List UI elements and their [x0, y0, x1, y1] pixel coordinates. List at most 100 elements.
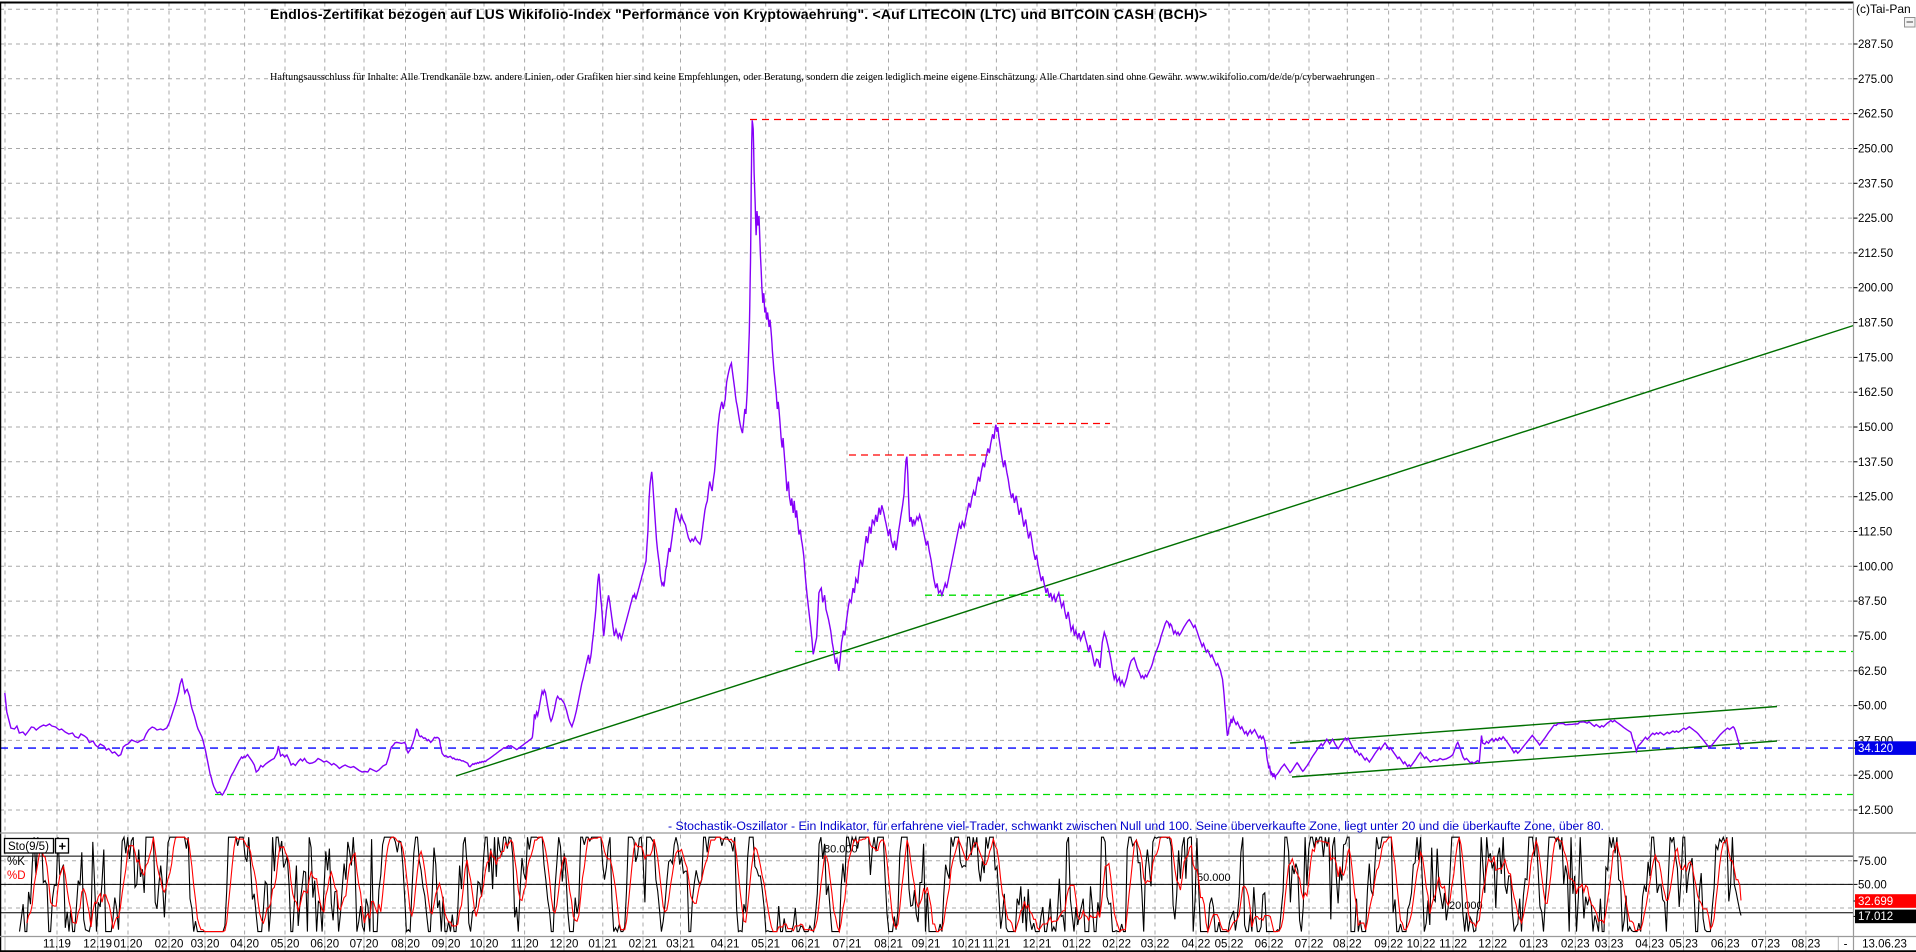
month-label: 01.23: [1519, 939, 1548, 951]
month-label: 01.22: [1062, 939, 1091, 951]
trend-line-green: [1291, 740, 1778, 778]
value-box: [1855, 894, 1916, 908]
annotation-lines: [0, 118, 1854, 796]
month-label: 06.20: [310, 939, 339, 951]
chart-title: Endlos-Zertifikat bezogen auf LUS Wikifo…: [270, 6, 1208, 22]
month-label: 06.22: [1255, 939, 1284, 951]
value-box: [1855, 741, 1916, 755]
price-axis-label: 200.00: [1858, 283, 1893, 295]
month-label: 07.21: [833, 939, 862, 951]
month-label: 05.22: [1215, 939, 1244, 951]
month-label: 06.21: [791, 939, 820, 951]
month-label: 09.21: [912, 939, 941, 951]
disclaimer-text: Haftungsausschluss für Inhalte: Alle Tre…: [270, 71, 1375, 83]
price-axis-label: 162.50: [1858, 387, 1893, 399]
add-indicator-button[interactable]: [54, 837, 70, 854]
month-label: 01.21: [588, 939, 617, 951]
month-label: 07.22: [1295, 939, 1324, 951]
month-label: 04.21: [711, 939, 740, 951]
month-label: 12.22: [1478, 939, 1507, 951]
month-label: 09.20: [432, 939, 461, 951]
price-axis-label: 50.00: [1858, 701, 1887, 713]
price-axis-label: 100.00: [1858, 561, 1893, 573]
trend-line-green: [1289, 705, 1778, 744]
month-label: 08.21: [874, 939, 903, 951]
price-line: [4, 120, 1742, 797]
month-label: 10.22: [1407, 939, 1436, 951]
month-label: 03.21: [666, 939, 695, 951]
price-axis-label: 125.00: [1858, 492, 1893, 504]
month-label: 03.20: [191, 939, 220, 951]
price-axis-label: 150.00: [1858, 422, 1893, 434]
month-label: 07.23: [1751, 939, 1780, 951]
price-axis-label: 137.50: [1858, 457, 1893, 469]
stochastic-k-line: [18, 835, 1742, 934]
indicator-note: - Stochastik-Oszillator - Ein Indikator,…: [668, 818, 1604, 833]
month-label: 02.23: [1561, 939, 1590, 951]
price-axis-label: 87.50: [1858, 596, 1887, 608]
trend-line-green: [455, 324, 1854, 777]
indicator-label: Sto(9/5): [8, 841, 49, 853]
month-label: 08.23: [1792, 939, 1821, 951]
month-label: 11.22: [1439, 939, 1467, 951]
price-axis: 287.50 275.00 262.50 250.00 237.50 225.00 212.…: [1853, 39, 1893, 891]
month-label: 02.22: [1102, 939, 1131, 951]
last-date-label: 13.06.23: [1862, 939, 1907, 951]
month-gridlines: [4, 2, 1807, 937]
price-axis-label: 75.00: [1858, 631, 1887, 643]
price-axis-label: 225.00: [1858, 213, 1893, 225]
price-axis-label: 175.00: [1858, 352, 1893, 364]
k-series-label: %K: [7, 856, 25, 868]
price-axis-label: 112.50: [1858, 527, 1892, 539]
stochastic-d-line: [26, 836, 1742, 934]
month-label: 10.21: [952, 939, 981, 951]
month-label: 05.20: [271, 939, 300, 951]
value-box: [1855, 909, 1916, 924]
value-boxes: 34.120 32.699 17.012: [1853, 741, 1916, 924]
month-label: 09.22: [1374, 939, 1403, 951]
month-label: 05.23: [1669, 939, 1698, 951]
price-axis-label: 25.000: [1858, 770, 1893, 782]
month-label: 12.19: [83, 939, 112, 951]
month-label: 12.20: [550, 939, 579, 951]
axis-end-dash: -: [1844, 939, 1848, 951]
month-label: 11.21: [982, 939, 1010, 951]
oscillator-ref-label: 50.000: [1197, 872, 1231, 884]
price-axis-label: 250.00: [1858, 144, 1893, 156]
month-label: 06.23: [1711, 939, 1740, 951]
month-label: 02.21: [629, 939, 658, 951]
month-label: 01.20: [114, 939, 143, 951]
month-label: 07.20: [350, 939, 379, 951]
oscillator-axis-label: 50.00: [1858, 879, 1887, 891]
month-label: 04.22: [1182, 939, 1211, 951]
indicator-label-box: [3, 837, 55, 854]
oscillator-ref-label: 20.000: [1449, 900, 1483, 912]
month-label: 05.21: [751, 939, 780, 951]
month-label: 08.20: [391, 939, 420, 951]
copyright-label: (c)Tai-Pan: [1856, 2, 1911, 16]
price-axis-label: 62.50: [1858, 666, 1887, 678]
month-label: 03.22: [1141, 939, 1170, 951]
month-label: 10.20: [470, 939, 499, 951]
oscillator-series: [18, 835, 1742, 934]
month-label: 11.20: [511, 939, 539, 951]
value-box-label: 17.012: [1858, 911, 1893, 923]
value-box-label: 34.120: [1858, 743, 1893, 755]
oscillator-ref-label: 80.000: [824, 844, 858, 856]
d-series-label: %D: [7, 870, 26, 882]
price-gridlines: [0, 8, 1854, 811]
month-label: 08.22: [1333, 939, 1362, 951]
month-label: 03.23: [1595, 939, 1624, 951]
month-label: 02.20: [155, 939, 184, 951]
price-axis-label: 275.00: [1858, 74, 1893, 86]
price-axis-label: 262.50: [1858, 109, 1893, 121]
price-axis-label: 237.50: [1858, 178, 1893, 190]
window-controls: [1904, 17, 1916, 28]
month-label: 04.23: [1635, 939, 1664, 951]
month-label: 12.21: [1023, 939, 1052, 951]
value-box-label: 32.699: [1858, 896, 1893, 908]
